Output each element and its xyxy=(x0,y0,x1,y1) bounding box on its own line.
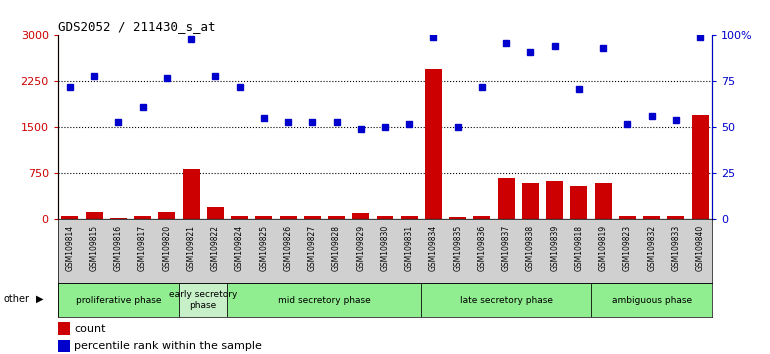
Bar xyxy=(421,283,591,317)
Bar xyxy=(643,216,660,219)
Text: GSM109833: GSM109833 xyxy=(671,224,681,271)
Text: early secretory
phase: early secretory phase xyxy=(169,290,237,310)
Bar xyxy=(182,169,199,219)
Text: GSM109825: GSM109825 xyxy=(259,224,268,271)
Bar xyxy=(159,212,176,219)
Bar xyxy=(58,322,69,335)
Bar xyxy=(691,115,708,219)
Bar xyxy=(304,216,321,219)
Bar xyxy=(58,283,179,317)
Text: GDS2052 / 211430_s_at: GDS2052 / 211430_s_at xyxy=(58,20,216,33)
Text: GSM109839: GSM109839 xyxy=(551,224,559,271)
Text: GSM109832: GSM109832 xyxy=(647,224,656,271)
Text: GSM109821: GSM109821 xyxy=(186,224,196,270)
Bar xyxy=(474,216,490,219)
Text: GSM109838: GSM109838 xyxy=(526,224,535,271)
Text: ▶: ▶ xyxy=(36,294,44,304)
Bar xyxy=(280,216,296,219)
Bar xyxy=(449,217,466,219)
Text: GSM109828: GSM109828 xyxy=(332,224,341,270)
Text: GSM109829: GSM109829 xyxy=(357,224,365,271)
Text: GSM109820: GSM109820 xyxy=(162,224,172,271)
Bar xyxy=(110,218,127,219)
Bar xyxy=(328,216,345,219)
Bar xyxy=(400,216,417,219)
Bar xyxy=(256,216,273,219)
Text: GSM109815: GSM109815 xyxy=(89,224,99,271)
Text: GSM109816: GSM109816 xyxy=(114,224,123,271)
Text: GSM109831: GSM109831 xyxy=(405,224,413,271)
Text: GSM109818: GSM109818 xyxy=(574,224,584,270)
Text: mid secretory phase: mid secretory phase xyxy=(278,296,371,304)
Text: GSM109824: GSM109824 xyxy=(235,224,244,271)
Text: GSM109823: GSM109823 xyxy=(623,224,632,271)
Bar xyxy=(85,211,102,219)
Text: GSM109819: GSM109819 xyxy=(598,224,608,271)
Bar xyxy=(134,216,151,219)
Text: other: other xyxy=(4,294,30,304)
Text: proliferative phase: proliferative phase xyxy=(75,296,161,304)
Text: GSM109827: GSM109827 xyxy=(308,224,316,271)
Bar xyxy=(62,216,79,219)
Bar xyxy=(377,216,393,219)
Text: GSM109835: GSM109835 xyxy=(454,224,462,271)
Bar xyxy=(571,186,588,219)
Bar xyxy=(619,216,636,219)
Text: percentile rank within the sample: percentile rank within the sample xyxy=(74,341,262,351)
Bar xyxy=(353,213,370,219)
Bar xyxy=(207,207,224,219)
Text: late secretory phase: late secretory phase xyxy=(460,296,553,304)
Bar xyxy=(497,178,514,219)
Bar xyxy=(58,340,69,352)
Bar xyxy=(227,283,421,317)
Bar xyxy=(546,181,563,219)
Text: GSM109834: GSM109834 xyxy=(429,224,438,271)
Text: GSM109836: GSM109836 xyxy=(477,224,487,271)
Bar xyxy=(179,283,227,317)
Text: count: count xyxy=(74,324,105,333)
Bar xyxy=(591,283,712,317)
Text: GSM109837: GSM109837 xyxy=(502,224,511,271)
Bar xyxy=(522,183,539,219)
Text: GSM109822: GSM109822 xyxy=(211,224,219,270)
Text: ambiguous phase: ambiguous phase xyxy=(611,296,691,304)
Bar xyxy=(425,69,442,219)
Bar xyxy=(231,216,248,219)
Text: GSM109840: GSM109840 xyxy=(695,224,705,271)
Text: GSM109830: GSM109830 xyxy=(380,224,390,271)
Bar xyxy=(594,183,611,219)
Text: GSM109814: GSM109814 xyxy=(65,224,75,271)
Text: GSM109817: GSM109817 xyxy=(138,224,147,271)
Bar xyxy=(668,216,685,219)
Text: GSM109826: GSM109826 xyxy=(283,224,293,271)
